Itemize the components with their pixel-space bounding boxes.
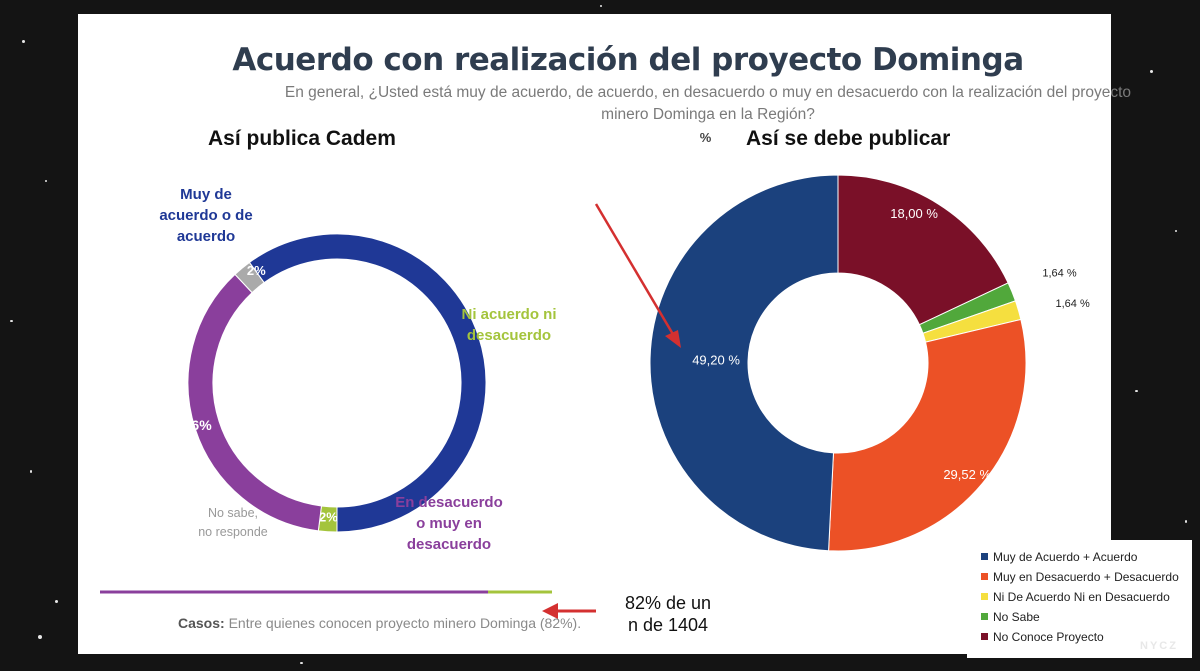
right-heading: Así se debe publicar [746,127,951,150]
question-line-1: En general, ¿Usted está muy de acuerdo, … [284,84,1132,101]
label-acuerdo-line: Muy de [180,186,232,203]
label-ni-acuerdo: Ni acuerdo ni desacuerdo [454,304,564,346]
slice-value-label: 29,52 % [943,467,991,482]
legend-item: No Sabe [981,610,1040,624]
label-no-sabe-line: no responde [198,525,268,539]
page-title: Acuerdo con realización del proyecto Dom… [232,42,1024,78]
annotation-arrowhead [665,330,681,348]
legend-swatch [981,593,988,600]
slide: Acuerdo con realización del proyecto Dom… [78,14,1192,658]
donut-slice [837,174,1009,326]
legend-item: Muy de Acuerdo + Acuerdo [981,550,1137,564]
slice-value-label: 1,64 % [1042,267,1076,279]
label-desacuerdo-line: En desacuerdo [395,494,503,511]
slice-value-label: 36% [184,417,213,433]
donut-slice [649,174,839,552]
label-desacuerdo-line: desacuerdo [406,536,492,553]
legend-label: No Sabe [993,610,1040,624]
legend-label: Muy en Desacuerdo + Desacuerdo [993,570,1179,584]
legend-swatch [981,633,988,640]
slice-value-label: 2% [247,263,266,278]
annotation-line: 82% de un [624,593,712,613]
legend-label: Ni De Acuerdo Ni en Desacuerdo [993,590,1170,604]
casos-arrowhead [542,603,558,619]
chart-legend: Muy de Acuerdo + Acuerdo Muy en Desacuer… [967,540,1192,658]
slice-value-label: 2% [319,510,338,525]
annotation-note: 82% de un n de 1404 [603,592,733,636]
slice-value-label: 60% [513,315,542,331]
slice-value-label: 49,20 % [692,352,740,367]
cadem-donut-chart: 60% 2% 36% 2% 18,00 % 1,64 % 1,64 % 29,52 % 49,… [100,174,1090,619]
label-no-sabe: No sabe, no responde [188,504,278,542]
legend-swatch [981,573,988,580]
casos-text: Entre quienes conocen proyecto minero Do… [228,615,582,631]
legend-swatch [981,553,988,560]
label-ni-acuerdo-line: Ni acuerdo ni [461,306,557,323]
slice-value-label: 1,64 % [1056,298,1090,310]
unit-label: % [699,130,712,145]
label-no-sabe-line: No sabe, [207,506,259,520]
question-line-2: minero Dominga en la Región? [601,106,815,123]
donut-slice [187,273,323,532]
annotation-arrow-line [594,203,676,337]
slice-value-label: 18,00 % [890,206,938,221]
left-heading: Así publica Cadem [208,127,396,150]
label-ni-acuerdo-line: desacuerdo [466,327,552,344]
legend-label: Muy de Acuerdo + Acuerdo [993,550,1138,564]
legend-item: Muy en Desacuerdo + Desacuerdo [981,570,1179,584]
label-acuerdo-line: acuerdo o de [159,207,253,224]
label-acuerdo-line: acuerdo [176,228,236,245]
label-desacuerdo: En desacuerdo o muy en desacuerdo [384,492,514,555]
donut-slice [828,318,1027,552]
legend-item: Ni De Acuerdo Ni en Desacuerdo [981,590,1170,604]
casos-footnote: Casos: Entre quienes conocen proyecto mi… [178,615,581,631]
donut-slice [234,261,265,294]
brand-logo: NYCZ [1140,640,1178,652]
legend-swatch [981,613,988,620]
annotation-line: n de 1404 [627,615,709,635]
casos-label: Casos: [178,615,225,631]
legend-item: No Conoce Proyecto [981,630,1104,644]
donut-slice [248,233,487,533]
legend-label: No Conoce Proyecto [993,630,1104,644]
question-text: En general, ¿Usted está muy de acuerdo, … [258,82,1158,126]
label-acuerdo: Muy de acuerdo o de acuerdo [136,184,276,247]
label-desacuerdo-line: o muy en [416,515,482,532]
